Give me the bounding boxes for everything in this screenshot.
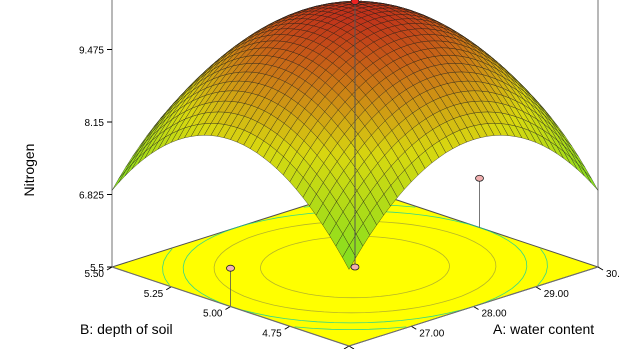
- y-tick-label: 5.00: [203, 309, 223, 320]
- x-tick-mark: [597, 266, 604, 271]
- z-tick-label: 8.15: [85, 118, 105, 129]
- design-points: [226, 0, 484, 307]
- design-point: [226, 264, 235, 272]
- z-tick-label: 5.5: [90, 263, 104, 274]
- surface-cell: [342, 245, 357, 270]
- z-tick-label: 6.825: [79, 191, 104, 202]
- y-axis-title: B: depth of soil: [80, 321, 173, 337]
- y-tick-mark: [225, 306, 231, 310]
- z-axis-title: Nitrogen: [21, 144, 37, 197]
- x-tick-mark: [473, 306, 479, 310]
- floor-front-right-edge: [348, 266, 599, 347]
- floor-front-left-edge: [111, 266, 350, 347]
- x-tick-label: 30.00: [606, 269, 619, 280]
- x-tick-mark: [535, 286, 542, 291]
- y-tick-label: 5.25: [144, 289, 164, 300]
- x-tick-label: 27.00: [419, 328, 444, 339]
- x-tick-mark: [410, 325, 417, 330]
- x-tick-label: 29.00: [544, 289, 569, 300]
- floor-center-marker: [350, 263, 360, 271]
- y-tick-label: 5.50: [85, 269, 105, 280]
- design-point: [350, 0, 360, 6]
- surface-cell: [584, 170, 599, 191]
- surface-cell: [111, 170, 126, 191]
- design-point: [475, 174, 484, 182]
- y-tick-label: 4.75: [262, 328, 282, 339]
- z-tick-label: 9.475: [79, 46, 104, 57]
- x-tick-label: 28.00: [482, 309, 507, 320]
- y-tick-mark: [165, 286, 172, 291]
- response-surface-mesh: [111, 1, 599, 270]
- x-axis-title: A: water content: [493, 321, 594, 337]
- y-tick-mark: [284, 325, 291, 330]
- box-front-edges: [111, 266, 599, 347]
- surface-cell: [118, 163, 133, 183]
